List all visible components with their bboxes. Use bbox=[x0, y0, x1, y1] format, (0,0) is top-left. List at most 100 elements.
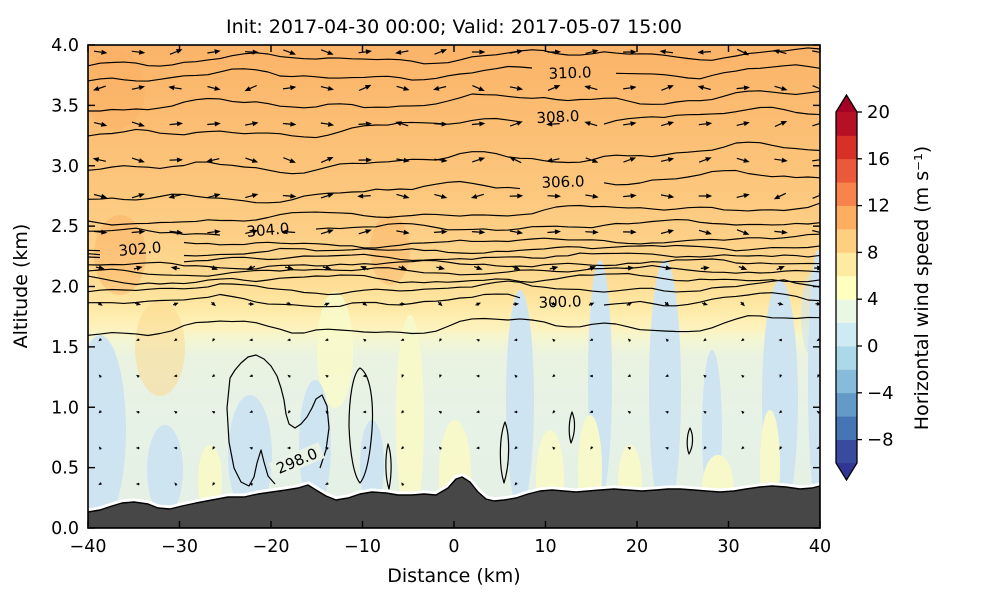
colorbar-band bbox=[836, 158, 857, 183]
wind-arrow-shaft bbox=[98, 159, 107, 162]
y-axis-label: Altitude (km) bbox=[10, 224, 32, 349]
wind-arrow-shaft bbox=[320, 195, 329, 199]
wind-arrow-head bbox=[395, 121, 402, 126]
x-axis-label: Distance (km) bbox=[387, 565, 520, 587]
wind-arrow-head bbox=[403, 86, 410, 91]
wind-arrow-head bbox=[627, 374, 631, 377]
theta-contour-line bbox=[88, 293, 521, 308]
wind-arrow-head bbox=[779, 446, 783, 450]
wind-arrow-head bbox=[401, 446, 405, 450]
wind-arrow-head bbox=[470, 194, 478, 199]
wind-arrow-head bbox=[665, 265, 672, 271]
wind-arrow-shaft bbox=[509, 230, 518, 233]
wind-arrow-head bbox=[287, 374, 291, 378]
wind-arrow-shaft bbox=[245, 157, 253, 162]
colorbar-band bbox=[836, 369, 857, 394]
wind-arrow-head bbox=[591, 158, 599, 163]
wind-arrow-shaft bbox=[282, 194, 291, 197]
wind-arrow-head bbox=[365, 229, 372, 234]
wind-arrow-head bbox=[514, 302, 520, 306]
wind-arrow-head bbox=[170, 265, 177, 271]
wind-arrow-shaft bbox=[436, 266, 440, 269]
wind-arrow-head bbox=[363, 338, 367, 342]
theta-contour-line bbox=[88, 265, 820, 277]
wind-arrow-shaft bbox=[471, 231, 480, 233]
theta-contour-line bbox=[88, 65, 533, 82]
wind-arrow-shaft bbox=[434, 50, 442, 55]
wind-arrow-head bbox=[173, 446, 177, 450]
wind-arrow-shaft bbox=[358, 123, 367, 125]
wind-arrow-shaft bbox=[174, 87, 182, 90]
wind-arrow-head bbox=[659, 49, 666, 55]
wind-arrow-shaft bbox=[547, 231, 556, 234]
theta-contour-line bbox=[315, 219, 820, 231]
contour-label: 302.0 bbox=[118, 238, 162, 260]
wind-arrow-shaft bbox=[98, 85, 106, 90]
wind-arrow-shaft bbox=[322, 266, 326, 269]
colorbar-tick-label: 12 bbox=[867, 196, 890, 217]
wind-arrow-head bbox=[251, 193, 259, 198]
wind-arrow-shaft bbox=[396, 85, 404, 89]
wind-arrow-head bbox=[327, 85, 334, 91]
wind-arrow-shaft bbox=[174, 194, 182, 197]
theta-contour-line bbox=[88, 117, 521, 139]
wind-arrow-shaft bbox=[812, 194, 820, 199]
wind-arrow-head bbox=[509, 156, 516, 162]
contour-label: 310.0 bbox=[548, 63, 592, 82]
theta-contour-line bbox=[183, 252, 820, 263]
colorbar-outline bbox=[835, 93, 858, 482]
wind-arrow-shaft bbox=[587, 267, 591, 270]
wind-arrow-head bbox=[629, 157, 637, 162]
wind-arrow-head bbox=[552, 338, 556, 342]
wind-arrow-head bbox=[324, 338, 329, 341]
wind-arrow-head bbox=[212, 482, 216, 486]
wind-arrow-head bbox=[546, 157, 553, 163]
colorbar-tick-label: −8 bbox=[867, 430, 894, 451]
wind-arrow-head bbox=[554, 229, 561, 235]
wind-arrow-shaft bbox=[662, 266, 667, 269]
colorbar-tick-label: 8 bbox=[867, 242, 878, 263]
wind-arrow-shaft bbox=[471, 123, 480, 126]
wind-arrow-head bbox=[251, 158, 259, 163]
wind-arrow-shaft bbox=[664, 301, 667, 304]
wind-arrow-shaft bbox=[552, 123, 560, 125]
x-tick-label: 40 bbox=[809, 537, 831, 557]
wind-arrow-shaft bbox=[320, 158, 329, 163]
wind-arrow-head bbox=[553, 85, 561, 90]
wind-arrow-head bbox=[592, 193, 599, 199]
wind-arrow-head bbox=[362, 301, 368, 306]
wind-arrow-head bbox=[438, 301, 443, 307]
axes: −40 −30 −20 −10 0 10 20 30 40 0.0 0.5 1.0 1.5 2.0 2.5 3… bbox=[51, 36, 831, 557]
theta-contour-line bbox=[88, 272, 820, 286]
wind-arrow-shaft bbox=[358, 51, 367, 54]
wind-arrow-shaft bbox=[588, 303, 591, 306]
wind-arrow-shaft bbox=[400, 123, 409, 127]
wind-arrow-shaft bbox=[438, 85, 447, 89]
colorbar-tick-label: 20 bbox=[867, 102, 890, 123]
wind-arrow-head bbox=[98, 446, 102, 450]
wind-arrow-head bbox=[438, 446, 443, 450]
wind-arrow-shaft bbox=[736, 229, 745, 234]
yellow-streak bbox=[317, 292, 353, 408]
wind-arrow-head bbox=[743, 158, 750, 163]
wind-arrow-head bbox=[665, 447, 669, 450]
wind-arrow-head bbox=[362, 446, 367, 449]
wind-arrow-head bbox=[516, 121, 523, 126]
wind-arrow-head bbox=[627, 410, 631, 414]
wind-arrow-shaft bbox=[509, 122, 518, 127]
wind-arrow-head bbox=[176, 157, 183, 163]
wind-arrow-head bbox=[476, 265, 483, 270]
wind-arrow-shaft bbox=[623, 87, 631, 90]
wind-arrow-head bbox=[249, 447, 253, 450]
wind-arrow-head bbox=[741, 338, 745, 342]
wind-arrow-shaft bbox=[776, 267, 780, 271]
wind-arrow-head bbox=[98, 265, 105, 271]
wind-arrow-shaft bbox=[283, 157, 291, 162]
x-tick-label: 30 bbox=[717, 537, 739, 557]
wind-arrow-head bbox=[703, 446, 707, 450]
wind-arrow-shaft bbox=[365, 267, 369, 271]
wind-arrow-head bbox=[136, 301, 141, 306]
wind-arrow-head bbox=[476, 339, 480, 342]
wind-arrow-head bbox=[742, 50, 750, 56]
